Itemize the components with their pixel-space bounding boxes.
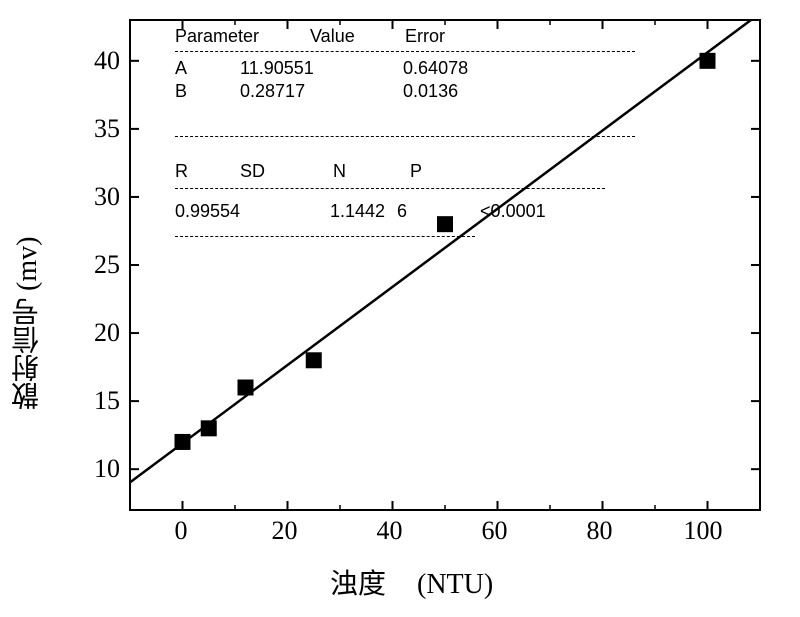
x-tick-label: 60 [482, 516, 508, 546]
stats-row-b: B 0.28717 0.0136 [175, 81, 655, 102]
y-tick-label: 10 [94, 454, 120, 484]
x-tick-label: 80 [587, 516, 613, 546]
row-a-error: 0.64078 [403, 58, 468, 79]
row-a-value: 11.90551 [240, 58, 398, 79]
y-tick-label: 25 [94, 250, 120, 280]
y-tick-label: 40 [94, 46, 120, 76]
hdr-error: Error [405, 26, 445, 47]
row-b-value: 0.28717 [240, 81, 398, 102]
dashline-2 [175, 136, 635, 137]
stats-values-2: 0.99554 1.1442 6 <0.0001 [175, 201, 655, 222]
x-axis-label: 浊度 (NTU) [330, 562, 493, 602]
row-b-error: 0.0136 [403, 81, 458, 102]
hdr-parameter: Parameter [175, 26, 305, 47]
hdr-value: Value [310, 26, 400, 47]
hdr-n: N [333, 161, 405, 182]
hdr-r: R [175, 161, 235, 182]
x-tick-label: 40 [377, 516, 403, 546]
y-tick-label: 15 [94, 386, 120, 416]
x-tick-label: 0 [175, 516, 188, 546]
y-tick-label: 20 [94, 318, 120, 348]
row-b-param: B [175, 81, 235, 102]
val-p: <0.0001 [480, 201, 546, 222]
x-tick-label: 100 [684, 516, 723, 546]
stats-box: Parameter Value Error A 11.90551 0.64078… [175, 26, 655, 237]
y-tick-label: 30 [94, 182, 120, 212]
x-axis-label-text: 浊度 [330, 569, 386, 600]
y-axis-label: 散射信号 (mv) [8, 150, 48, 410]
val-n: 6 [397, 201, 475, 222]
val-r: 0.99554 [175, 201, 325, 222]
stats-header-1: Parameter Value Error [175, 26, 655, 47]
stats-row-a: A 11.90551 0.64078 [175, 58, 655, 79]
dashline-4 [175, 236, 475, 237]
row-a-param: A [175, 58, 235, 79]
y-axis-label-text: 散射信号 [12, 298, 43, 410]
stats-header-2: R SD N P [175, 161, 655, 182]
dashline-3 [175, 188, 605, 189]
dashline-1 [175, 51, 635, 52]
x-tick-label: 20 [272, 516, 298, 546]
y-tick-label: 35 [94, 114, 120, 144]
x-axis-label-unit: (NTU) [417, 569, 493, 600]
val-sd: 1.1442 [330, 201, 392, 222]
hdr-sd: SD [240, 161, 328, 182]
y-axis-label-unit: (mv) [12, 237, 43, 291]
chart-container: 散射信号 (mv) 浊度 (NTU) Parameter Value Error… [0, 0, 800, 617]
hdr-p: P [410, 161, 422, 182]
